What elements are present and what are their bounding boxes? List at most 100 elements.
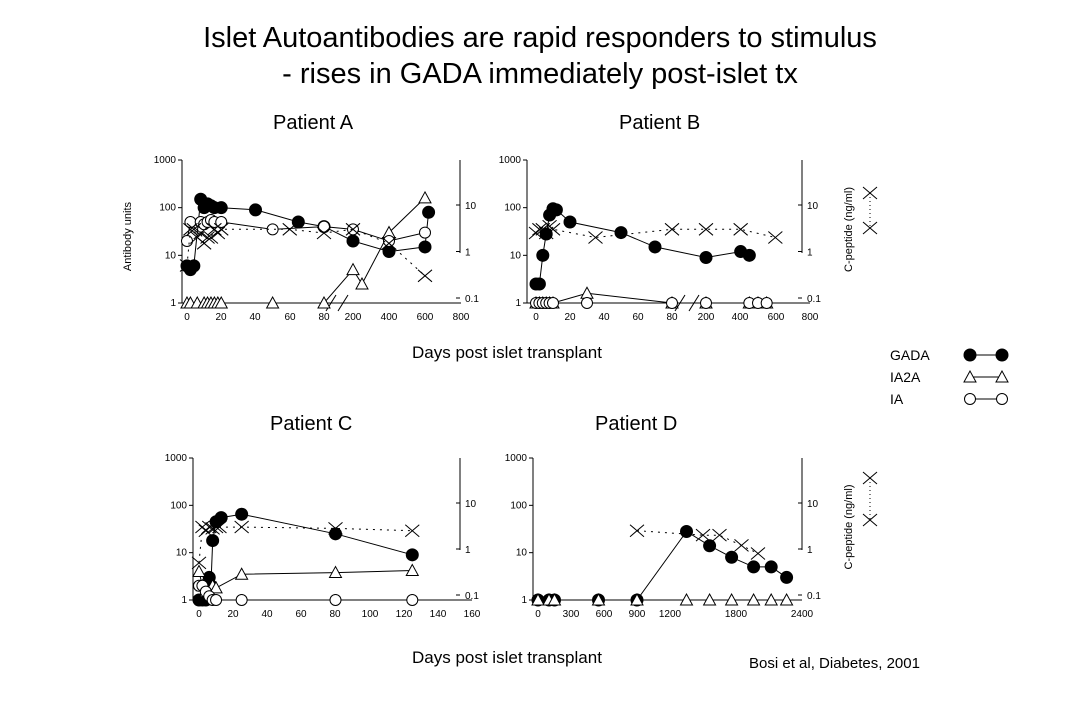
data-point-x xyxy=(768,231,783,244)
y2-tick-label: 0.1 xyxy=(465,294,479,305)
data-point-x xyxy=(734,538,749,552)
data-point-open-triangle xyxy=(702,592,717,606)
y-tick-label: 10 xyxy=(510,250,522,261)
series-line xyxy=(199,585,413,601)
data-point-filled-circle xyxy=(346,234,360,248)
y-tick-label: 1000 xyxy=(505,453,528,464)
data-point-open-triangle xyxy=(418,190,432,204)
data-point-open-circle xyxy=(406,594,419,606)
patient-a-title: Patient A xyxy=(273,112,354,134)
data-point-x xyxy=(417,269,433,283)
legend-label: IA xyxy=(890,391,904,407)
data-point-open-triangle xyxy=(405,563,420,576)
y-tick-label: 1000 xyxy=(499,155,522,166)
cpeptide-legend-x-icon xyxy=(862,221,878,235)
data-point-filled-circle xyxy=(780,570,794,584)
data-point-open-circle xyxy=(700,297,712,309)
y2-axis-title: C-peptide (ng/ml) xyxy=(843,485,855,570)
data-point-filled-circle xyxy=(648,240,662,254)
y2-tick-label: 0.1 xyxy=(807,591,821,602)
y-tick-label: 100 xyxy=(504,203,521,214)
data-point-open-triangle xyxy=(328,565,343,579)
cpeptide-legend-x-icon xyxy=(862,186,878,200)
data-point-x xyxy=(381,236,397,250)
y-tick-label: 100 xyxy=(510,500,527,511)
data-point-x xyxy=(193,226,209,240)
data-point-filled-circle xyxy=(699,251,713,265)
x-tick-label: 80 xyxy=(318,312,330,323)
legend-marker-filled-circle xyxy=(995,348,1009,362)
data-point-filled-circle xyxy=(680,525,693,539)
data-point-open-circle xyxy=(215,216,228,229)
data-point-open-triangle xyxy=(746,592,761,606)
series-line xyxy=(636,530,759,554)
y2-tick-label: 0.1 xyxy=(807,294,821,305)
data-point-open-triangle xyxy=(355,276,369,290)
slide-title: Islet Autoantibodies are rapid responder… xyxy=(0,20,1080,92)
y2-tick-label: 10 xyxy=(465,499,477,510)
data-point-x xyxy=(282,222,298,236)
x-tick-label: 160 xyxy=(464,609,481,620)
data-point-filled-circle xyxy=(532,277,546,291)
series-line xyxy=(198,570,413,593)
series-line xyxy=(198,525,413,563)
series-ia xyxy=(530,297,773,309)
series-c-peptide xyxy=(179,222,433,283)
x-tick-label: 0 xyxy=(535,609,541,620)
x-tick-label: 2400 xyxy=(791,609,814,620)
data-point-x xyxy=(328,522,343,535)
y2-tick-label: 0.1 xyxy=(465,591,479,602)
data-point-x xyxy=(345,222,361,236)
data-point-x xyxy=(183,222,198,236)
data-point-x xyxy=(528,226,544,240)
y2-tick-label: 1 xyxy=(807,248,813,259)
data-point-x xyxy=(179,259,195,272)
y-tick-label: 1 xyxy=(521,595,527,606)
x-tick-label: 0 xyxy=(184,312,190,323)
series-ia xyxy=(181,214,431,247)
x-tick-label: 60 xyxy=(632,312,644,323)
data-point-open-triangle xyxy=(531,592,545,606)
data-point-filled-circle xyxy=(418,240,432,254)
data-point-filled-circle xyxy=(329,527,342,541)
data-point-filled-circle xyxy=(764,560,778,574)
data-point-x xyxy=(186,222,202,236)
series-gada xyxy=(529,202,756,291)
x-tick-label: 600 xyxy=(417,312,434,323)
x-tick-label: 80 xyxy=(329,609,341,620)
y-tick-label: 1000 xyxy=(154,155,177,166)
data-point-x xyxy=(195,520,210,534)
x-tick-label: 80 xyxy=(666,312,678,323)
x-tick-label: 200 xyxy=(698,312,715,323)
x-axis-title-bottom: Days post islet transplant xyxy=(412,648,602,667)
data-point-x xyxy=(535,222,551,236)
data-point-open-triangle xyxy=(779,592,794,606)
series-ia xyxy=(193,579,419,606)
data-point-open-circle xyxy=(760,297,773,309)
y-tick-label: 10 xyxy=(516,548,528,559)
data-point-x xyxy=(234,520,249,534)
x-tick-label: 800 xyxy=(802,312,819,323)
data-point-filled-circle xyxy=(725,550,739,564)
data-point-x xyxy=(316,226,332,240)
data-point-x xyxy=(208,520,224,534)
data-point-filled-circle xyxy=(422,205,436,219)
data-point-filled-circle xyxy=(405,548,419,562)
x-tick-label: 60 xyxy=(295,609,307,620)
x-tick-label: 400 xyxy=(381,312,398,323)
data-point-filled-circle xyxy=(536,248,550,262)
series-c-peptide xyxy=(528,219,783,244)
data-point-x xyxy=(213,222,229,236)
data-point-open-triangle xyxy=(724,592,739,606)
x-tick-label: 1200 xyxy=(659,609,682,620)
y2-tick-label: 10 xyxy=(807,499,819,510)
y2-tick-label: 10 xyxy=(465,201,477,212)
x-tick-label: 400 xyxy=(732,312,749,323)
y-tick-label: 10 xyxy=(165,250,177,261)
series-ia2a xyxy=(531,592,794,606)
x-tick-label: 600 xyxy=(768,312,785,323)
data-point-x xyxy=(191,556,207,570)
legend-label: GADA xyxy=(890,347,930,363)
